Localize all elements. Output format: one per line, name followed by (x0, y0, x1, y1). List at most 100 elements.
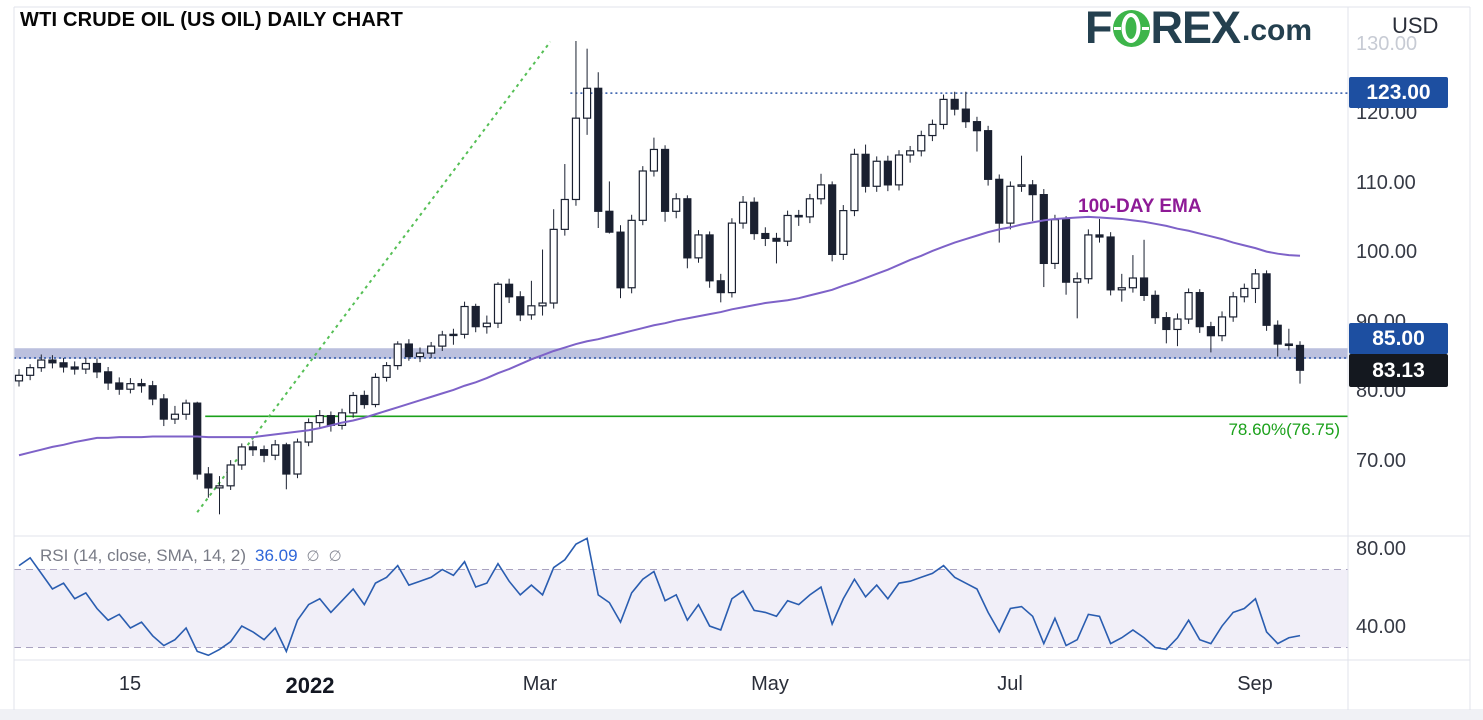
candle-bear (794, 214, 803, 218)
candle-bull (917, 134, 926, 152)
candle-bull (438, 334, 447, 347)
candle-bear (683, 198, 692, 259)
candle-bull (1229, 296, 1238, 318)
candle-bear (1039, 194, 1048, 265)
candle-bull (1240, 287, 1249, 298)
candle-bull (26, 367, 35, 376)
rsi-toggle-icon[interactable]: ∅ (306, 548, 320, 565)
candle-bear (1162, 317, 1171, 331)
candle-bull (582, 87, 592, 119)
candle-bear (248, 446, 258, 451)
candle-bear (1195, 292, 1204, 328)
candle-bull (906, 150, 915, 156)
candle-bear (360, 394, 369, 406)
candle-bull (738, 201, 748, 224)
price-level-badge: 123.00 (1349, 77, 1448, 109)
candle-bull (37, 359, 46, 369)
candle-bull (816, 184, 826, 200)
candle-bull (493, 283, 503, 324)
time-tick-label: 2022 (285, 673, 335, 698)
candle-bull (638, 170, 647, 221)
candle-bull (482, 322, 491, 328)
rsi-toggle-icon[interactable]: ∅ (328, 548, 342, 565)
forex-logo: F REX .com (1085, 2, 1312, 53)
candle-bull (226, 464, 235, 487)
candle-bull (805, 198, 814, 218)
candle-bull (81, 362, 90, 370)
supply-zone-band (14, 348, 1348, 359)
candle-bull (872, 160, 881, 187)
candle-bull (315, 415, 324, 424)
candle-bear (1095, 234, 1104, 238)
rsi-tick-label: 80.00 (1356, 538, 1407, 560)
candle-bear (828, 184, 837, 255)
candle-bull (694, 234, 703, 259)
candle-bull (415, 352, 425, 358)
candle-bull (1117, 287, 1126, 291)
fib-retracement-label: 78.60%(76.75) (1228, 420, 1340, 439)
candle-bull (527, 305, 536, 316)
candle-bull (839, 210, 848, 255)
rsi-line (18, 537, 1301, 657)
candle-bear (972, 121, 982, 132)
candle-bull (1173, 318, 1182, 331)
candle-bear (750, 201, 759, 235)
candle-bull (237, 446, 246, 466)
logo-text-f: F (1085, 2, 1112, 53)
candle-bear (605, 210, 614, 233)
candle-bear (92, 362, 102, 373)
candle-bear (1262, 273, 1271, 326)
currency-label: USD (1392, 13, 1439, 38)
candle-bear (59, 362, 68, 368)
candle-bull (571, 117, 581, 201)
time-tick-label: 15 (118, 673, 142, 695)
candle-bear (159, 398, 168, 420)
candle-bull (538, 302, 547, 307)
candle-bear (70, 366, 79, 370)
candle-bull (304, 421, 313, 443)
candle-bull (1251, 273, 1260, 290)
candle-bull (672, 198, 681, 212)
candle-bull (560, 198, 569, 230)
candle-bear (104, 371, 113, 384)
candle-bear (1106, 236, 1115, 291)
price-tick-label: 130.00 (1356, 32, 1418, 55)
candle-bull (1184, 292, 1193, 320)
candle-bear (148, 385, 157, 400)
chart-title: WTI CRUDE OIL (US OIL) DAILY CHART (20, 9, 404, 31)
candle-bull (727, 222, 737, 294)
candle-bull (181, 402, 191, 415)
rsi-current-value: 36.09 (254, 546, 298, 565)
price-tick-label: 70.00 (1356, 449, 1407, 472)
candle-bear (883, 160, 892, 186)
candle-bear (716, 280, 725, 294)
bottom-strip (0, 711, 1483, 720)
candle-bear (1028, 184, 1037, 196)
candle-bear (950, 98, 959, 110)
candle-bull (293, 441, 302, 475)
rsi-indicator-name[interactable]: RSI (14, close, SMA, 14, 2) (40, 546, 246, 565)
candle-bear (995, 178, 1004, 224)
logo-coin-icon (1112, 9, 1150, 47)
candle-bear (984, 130, 993, 180)
candle-bull (393, 343, 402, 367)
candle-bear (193, 402, 202, 475)
candle-bull (349, 394, 358, 414)
candle-bull (928, 123, 937, 137)
candle-bear (516, 296, 525, 316)
candle-bull (215, 485, 224, 489)
rsi-band (14, 569, 1348, 648)
last-price-badge: 83.13 (1349, 354, 1448, 388)
candle-bear (616, 231, 625, 289)
candle-bear (961, 108, 970, 123)
candle-bull (170, 413, 180, 420)
candle-bear (761, 232, 770, 240)
rsi-legend: RSI (14, close, SMA, 14, 2) 36.09 ∅ ∅ (40, 546, 342, 566)
time-tick-label: Jul (997, 673, 1023, 695)
candle-bull (449, 333, 458, 337)
logo-text-rex: REX (1150, 2, 1242, 53)
candle-bull (271, 444, 280, 456)
candle-bull (382, 364, 391, 379)
